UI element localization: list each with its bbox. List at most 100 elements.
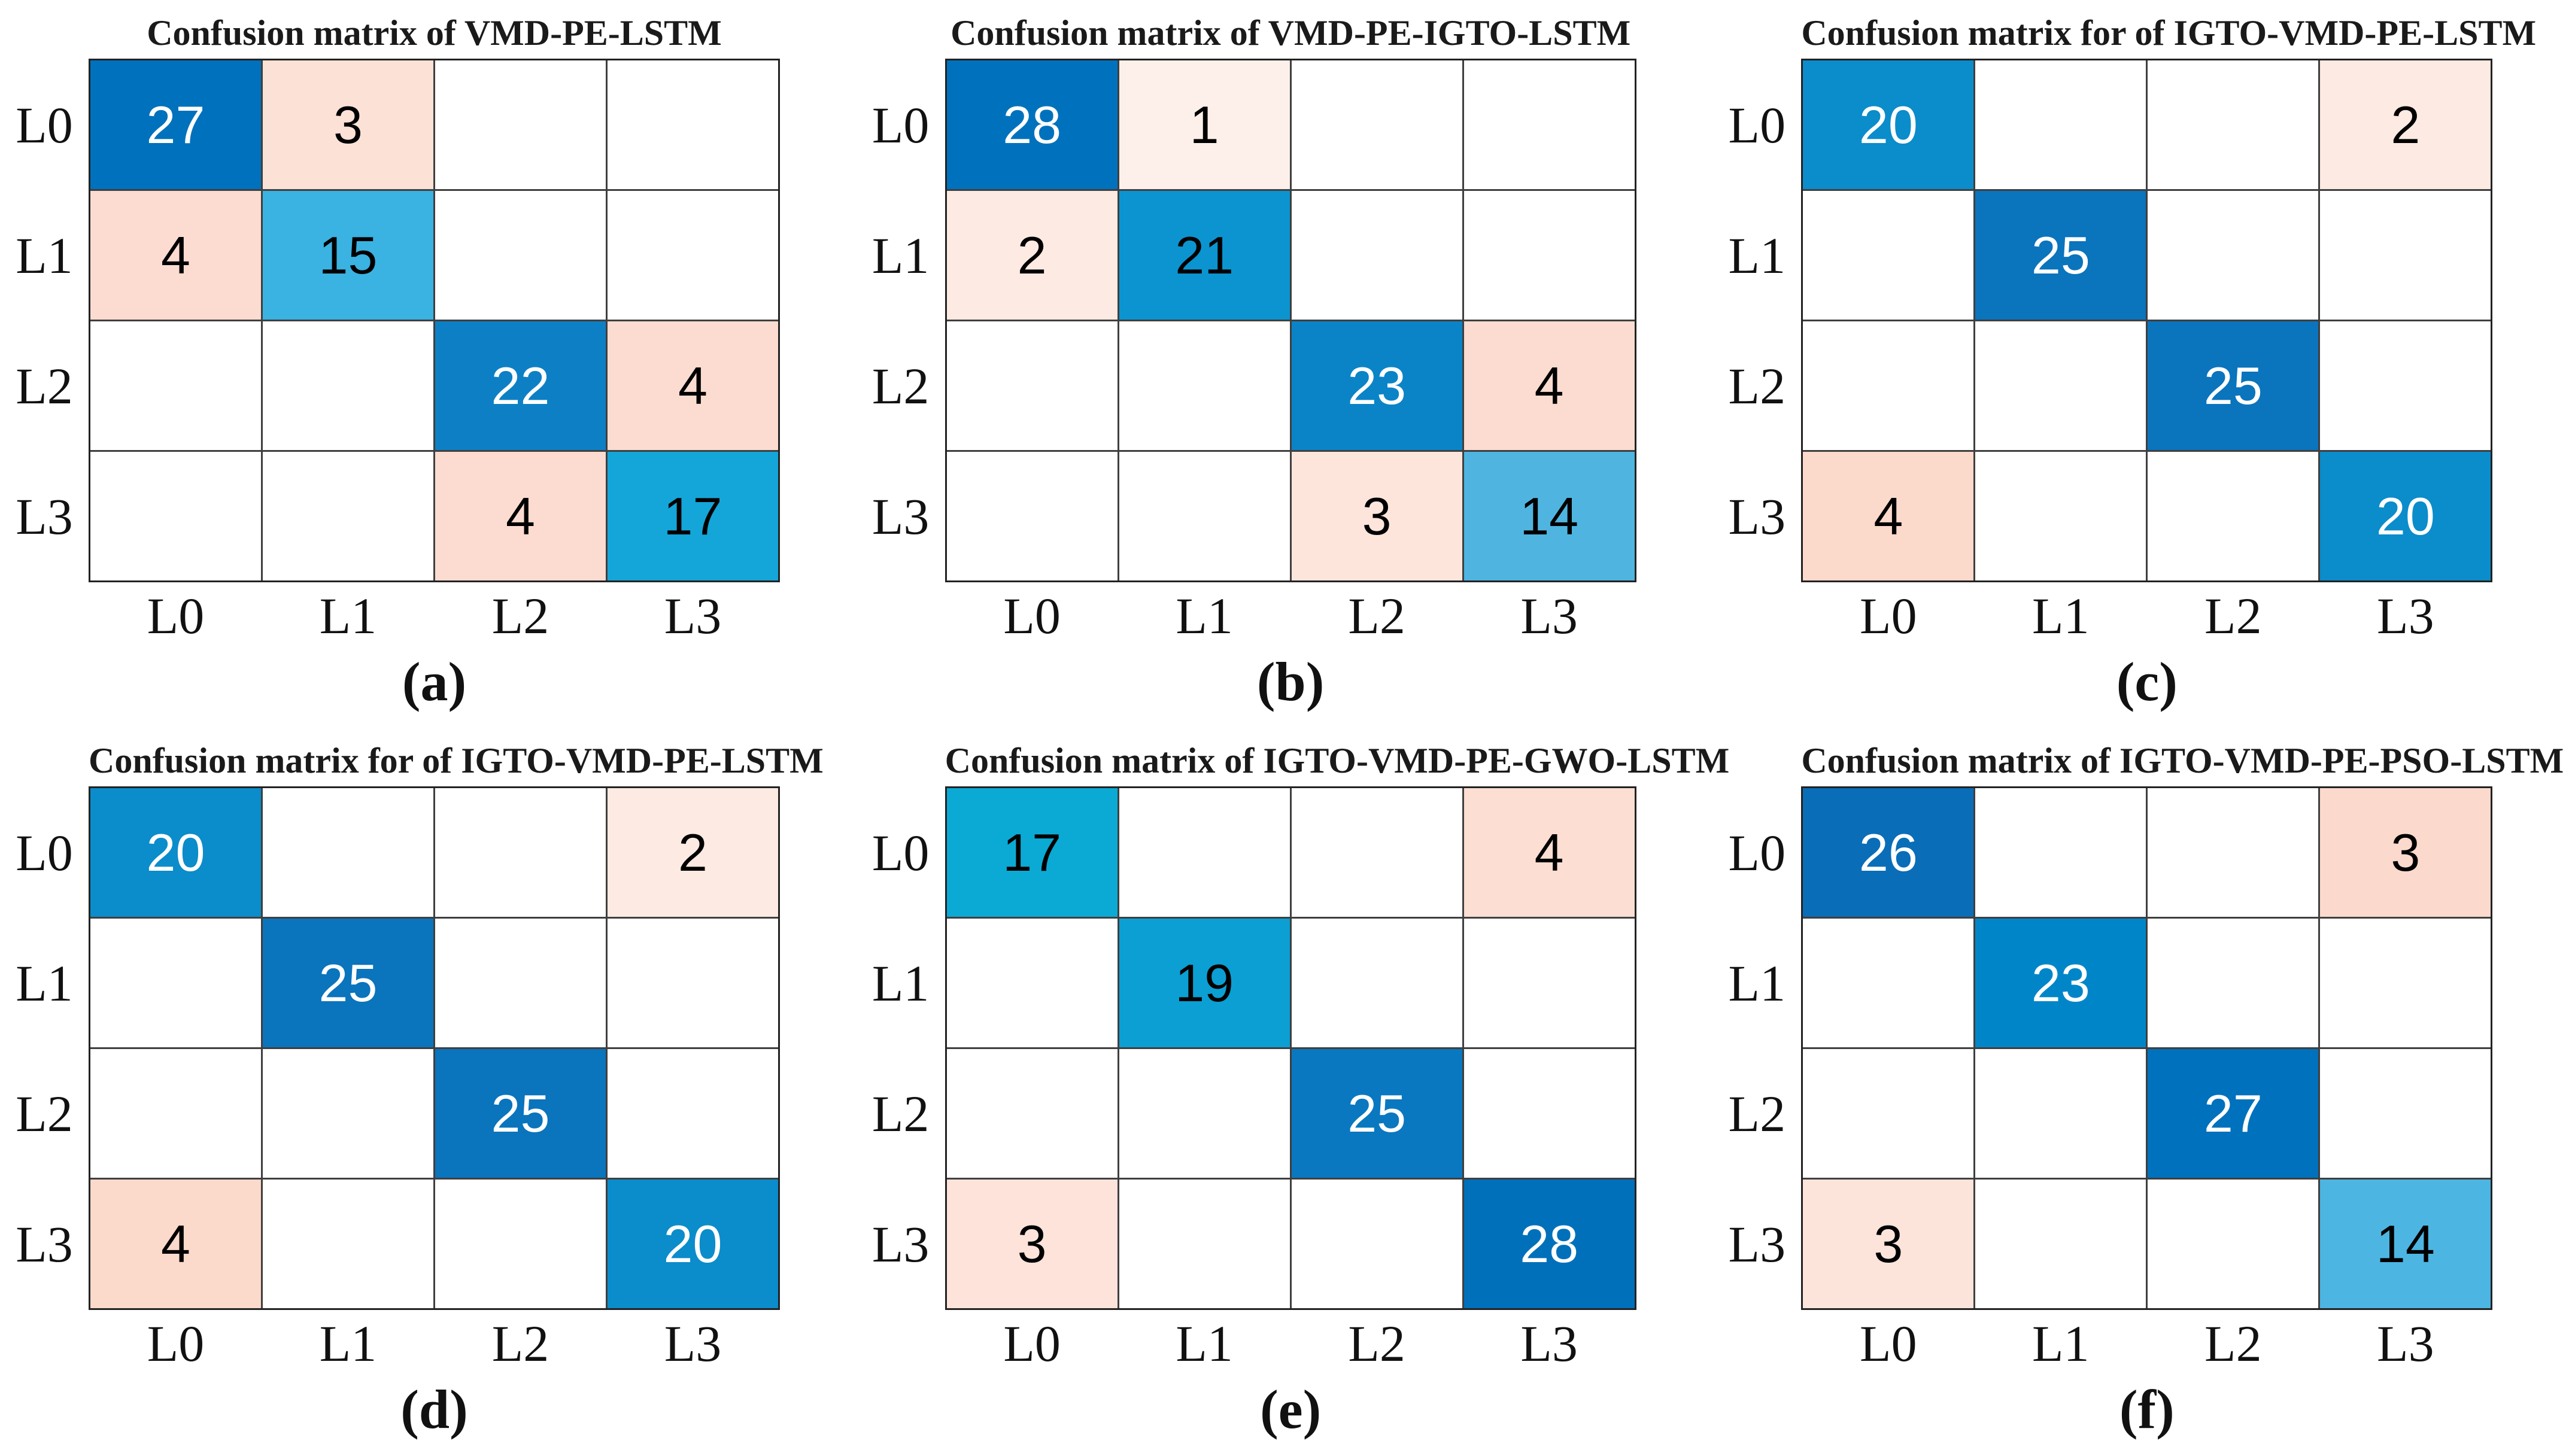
cell-value: 4 bbox=[161, 225, 190, 285]
cell-value: 4 bbox=[678, 355, 707, 415]
matrix-area: L0 L1 L2 L3 26 3 23 27 3 14 L0 L1 L2 L3 bbox=[1712, 786, 2493, 1373]
matrix-cell bbox=[435, 1180, 606, 1308]
x-tick-label: L1 bbox=[1176, 587, 1233, 645]
y-tick-label: L2 bbox=[871, 357, 930, 415]
panel-title: Confusion matrix of VMD-PE-IGTO-LSTM bbox=[951, 13, 1631, 53]
matrix-cell: 2 bbox=[946, 191, 1118, 320]
matrix-column: 17 4 19 25 3 28 L0 L1 L2 L3 bbox=[945, 786, 1636, 1373]
y-tick-label: L0 bbox=[871, 823, 930, 881]
matrix-cell bbox=[435, 60, 606, 189]
matrix-cell bbox=[1291, 788, 1462, 917]
matrix-cell bbox=[2148, 452, 2319, 580]
x-tick-label: L3 bbox=[1520, 587, 1578, 645]
matrix-column: 27 3 4 15 22 4 4 17 L0 L1 L2 L3 bbox=[89, 59, 780, 646]
y-tick-label: L1 bbox=[871, 954, 930, 1012]
matrix-cell: 4 bbox=[1463, 321, 1635, 450]
y-axis-labels: L0 L1 L2 L3 bbox=[1712, 59, 1801, 646]
x-tick-label: L3 bbox=[2377, 587, 2434, 645]
cell-value: 4 bbox=[161, 1214, 190, 1273]
y-tick-label: L1 bbox=[1728, 226, 1786, 284]
matrix-cell bbox=[1975, 452, 2146, 580]
matrix-cell bbox=[263, 321, 433, 450]
matrix-cell: 4 bbox=[435, 452, 606, 580]
matrix-cell bbox=[1975, 321, 2146, 450]
cell-value: 14 bbox=[1520, 486, 1579, 546]
panel-caption: (c) bbox=[2116, 651, 2178, 712]
matrix-grid: 17 4 19 25 3 28 bbox=[945, 786, 1636, 1310]
y-tick-label: L0 bbox=[1728, 823, 1786, 881]
matrix-cell bbox=[946, 1049, 1118, 1178]
matrix-cell: 23 bbox=[1975, 919, 2146, 1047]
matrix-cell bbox=[2148, 191, 2319, 320]
cell-value: 20 bbox=[2376, 486, 2435, 546]
panel-title: Confusion matrix of IGTO-VMD-PE-GWO-LSTM bbox=[945, 741, 1730, 780]
matrix-cell bbox=[1119, 452, 1290, 580]
cell-value: 23 bbox=[1347, 355, 1407, 415]
cell-value: 4 bbox=[506, 486, 535, 546]
matrix-cell bbox=[435, 919, 606, 1047]
x-tick-label: L0 bbox=[147, 587, 205, 645]
matrix-cell bbox=[435, 191, 606, 320]
x-tick-label: L1 bbox=[1176, 1315, 1233, 1372]
matrix-cell: 28 bbox=[1463, 1180, 1635, 1308]
matrix-grid: 20 2 25 25 4 20 bbox=[89, 786, 780, 1310]
matrix-area: L0 L1 L2 L3 27 3 4 15 22 4 4 17 L0 L1 L2 L3 bbox=[0, 59, 780, 646]
matrix-cell bbox=[2148, 919, 2319, 1047]
matrix-cell: 20 bbox=[1803, 60, 1974, 189]
y-tick-label: L2 bbox=[16, 1084, 73, 1142]
panel-caption: (b) bbox=[1256, 651, 1325, 712]
matrix-cell bbox=[1119, 1180, 1290, 1308]
matrix-cell bbox=[2148, 788, 2319, 917]
cell-value: 22 bbox=[491, 355, 550, 415]
cell-value: 4 bbox=[1534, 355, 1564, 415]
x-axis-labels: L0 L1 L2 L3 bbox=[89, 1314, 780, 1373]
matrix-cell bbox=[1119, 321, 1290, 450]
matrix-cell bbox=[1463, 1049, 1635, 1178]
y-tick-label: L3 bbox=[871, 487, 930, 545]
matrix-cell: 21 bbox=[1119, 191, 1290, 320]
cell-value: 20 bbox=[663, 1214, 722, 1273]
cell-value: 3 bbox=[1017, 1214, 1047, 1273]
x-tick-label: L0 bbox=[1860, 587, 1917, 645]
matrix-grid: 27 3 4 15 22 4 4 17 bbox=[89, 59, 780, 582]
cell-value: 14 bbox=[2376, 1214, 2435, 1273]
matrix-cell bbox=[1291, 60, 1462, 189]
x-tick-label: L1 bbox=[319, 1315, 377, 1372]
matrix-cell bbox=[1975, 60, 2146, 189]
matrix-cell: 26 bbox=[1803, 788, 1974, 917]
matrix-cell: 14 bbox=[2320, 1180, 2491, 1308]
cell-value: 21 bbox=[1175, 225, 1234, 285]
cell-value: 19 bbox=[1175, 953, 1234, 1013]
x-tick-label: L2 bbox=[491, 587, 549, 645]
x-tick-label: L0 bbox=[1860, 1315, 1917, 1372]
cell-value: 25 bbox=[1347, 1083, 1407, 1143]
cell-value: 25 bbox=[318, 953, 378, 1013]
cell-value: 2 bbox=[678, 822, 707, 882]
cell-value: 15 bbox=[318, 225, 378, 285]
matrix-cell: 4 bbox=[1803, 452, 1974, 580]
panel-title: Confusion matrix for of IGTO-VMD-PE-LSTM bbox=[1801, 13, 2537, 53]
x-tick-label: L2 bbox=[2204, 1315, 2262, 1372]
matrix-column: 20 2 25 25 4 20 L0 L1 L2 L3 bbox=[89, 786, 780, 1373]
cell-value: 17 bbox=[663, 486, 722, 546]
matrix-cell: 25 bbox=[1291, 1049, 1462, 1178]
panel-title: Confusion matrix of VMD-PE-LSTM bbox=[147, 13, 722, 53]
y-tick-label: L0 bbox=[871, 96, 930, 154]
matrix-column: 20 2 25 25 4 20 L0 L1 L2 L3 bbox=[1801, 59, 2493, 646]
x-tick-label: L0 bbox=[1003, 587, 1061, 645]
matrix-cell: 27 bbox=[90, 60, 261, 189]
y-tick-label: L3 bbox=[871, 1215, 930, 1273]
cell-value: 2 bbox=[1017, 225, 1047, 285]
matrix-cell bbox=[946, 321, 1118, 450]
matrix-cell: 25 bbox=[2148, 321, 2319, 450]
cell-value: 3 bbox=[1362, 486, 1392, 546]
cell-value: 28 bbox=[1520, 1214, 1579, 1273]
x-axis-labels: L0 L1 L2 L3 bbox=[1801, 1314, 2492, 1373]
y-axis-labels: L0 L1 L2 L3 bbox=[0, 59, 89, 646]
cell-value: 3 bbox=[1873, 1214, 1903, 1273]
matrix-cell: 3 bbox=[1291, 452, 1462, 580]
panel-title: Confusion matrix for of IGTO-VMD-PE-LSTM bbox=[89, 741, 824, 780]
y-tick-label: L2 bbox=[871, 1084, 930, 1142]
matrix-cell bbox=[263, 788, 433, 917]
matrix-area: L0 L1 L2 L3 17 4 19 25 3 28 L0 L1 L2 L3 bbox=[857, 786, 1636, 1373]
